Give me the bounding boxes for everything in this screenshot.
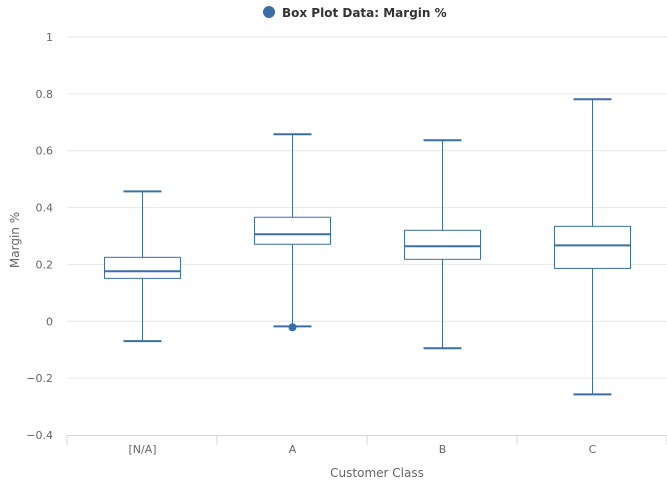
y-tick-label: 0.8 — [36, 88, 54, 101]
box — [554, 225, 631, 269]
x-tick-label: C — [589, 443, 597, 456]
y-tick-label: 0.6 — [36, 145, 54, 158]
y-axis-title: Margin % — [8, 212, 22, 268]
box — [104, 256, 181, 279]
x-tick-label: [N/A] — [128, 443, 156, 456]
y-tick-label: −0.4 — [26, 429, 53, 442]
box — [404, 229, 481, 260]
y-tick-label: 0 — [46, 315, 53, 328]
y-tick-label: 1 — [46, 31, 53, 44]
x-tick-label: A — [289, 443, 297, 456]
y-tick-label: −0.2 — [26, 372, 53, 385]
x-axis-title: Customer Class — [330, 466, 424, 480]
x-tick-label: B — [439, 443, 447, 456]
y-tick-label: 0.2 — [36, 258, 54, 271]
legend-label: Box Plot Data: Margin % — [282, 6, 447, 20]
box — [254, 216, 331, 245]
outlier-point — [288, 323, 297, 332]
y-tick-label: 0.4 — [36, 202, 54, 215]
legend-marker — [263, 6, 275, 18]
legend[interactable]: Box Plot Data: Margin % — [263, 6, 447, 20]
